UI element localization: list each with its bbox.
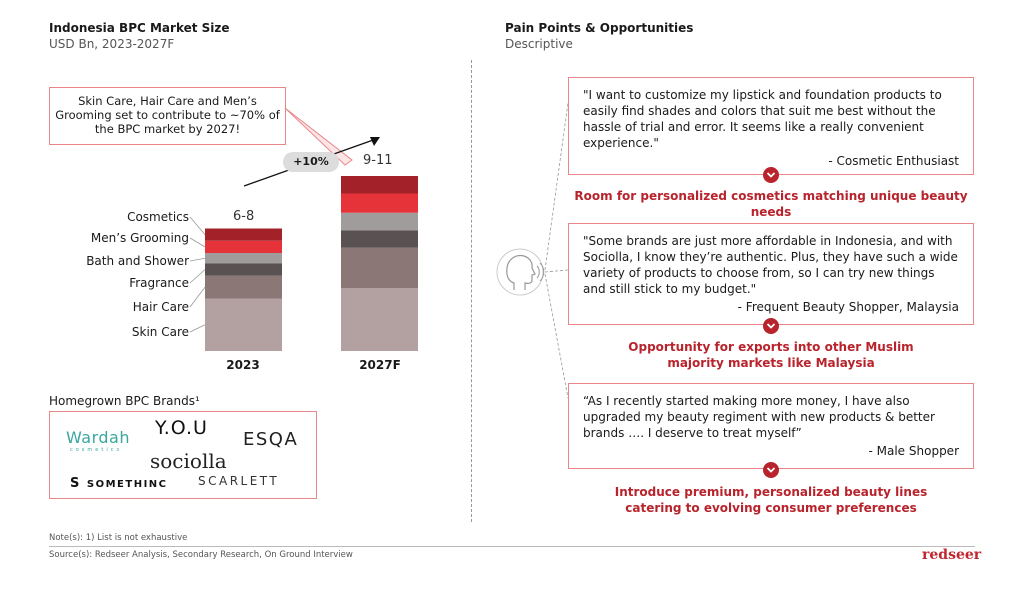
legend-cosmetics: Cosmetics	[127, 210, 189, 224]
bar-2027F-skin-care	[341, 288, 418, 351]
source-note: Source(s): Redseer Analysis, Secondary R…	[49, 550, 353, 560]
callout-pointer	[284, 107, 353, 166]
leader-line-bath-and-shower	[189, 257, 206, 262]
bar-2023-fragrance	[205, 263, 282, 276]
quote-author-3: - Male Shopper	[868, 444, 960, 458]
speaking-person-icon	[496, 248, 545, 296]
chevron-down-icon	[763, 167, 779, 183]
brand-scarlett: SCARLETT	[198, 474, 280, 488]
legend-mens-grooming: Men’s Grooming	[90, 231, 189, 245]
bar-chart	[189, 107, 418, 351]
bar-2027F-men-s-grooming	[341, 193, 418, 213]
legend-fragrance: Fragrance	[129, 276, 189, 290]
connector-line-2	[544, 269, 569, 273]
brand-you: Y.O.U	[155, 417, 208, 439]
bar-2027F-hair-care	[341, 247, 418, 288]
section-subtitle: Descriptive	[505, 37, 573, 51]
bar-2027F-cosmetics	[341, 176, 418, 194]
somethinc-s-icon: S	[70, 476, 87, 491]
connector-line-1	[544, 102, 569, 271]
legend-hair-care: Hair Care	[132, 300, 189, 314]
brand-somethinc-label: SOMETHINC	[86, 479, 168, 490]
chart-title: Indonesia BPC Market Size	[49, 21, 230, 35]
bar-2023-bath-and-shower	[205, 253, 282, 264]
section-title: Pain Points & Opportunities	[505, 21, 694, 35]
growth-arrowhead	[370, 137, 380, 146]
bar-2027F-fragrance	[341, 230, 418, 248]
bar-2023-cosmetics	[205, 228, 282, 241]
opportunity-1: Room for personalized cosmetics matching…	[574, 189, 968, 219]
chart-subtitle: USD Bn, 2023-2027F	[49, 37, 175, 51]
quote-author-2: - Frequent Beauty Shopper, Malaysia	[737, 300, 959, 314]
leader-line-hair-care	[189, 286, 206, 308]
opportunity-2: Opportunity for exports into other Musli…	[628, 340, 914, 370]
quote-box-2: "Some brands are just more affordable in…	[568, 223, 974, 325]
legend-bath-and-shower: Bath and Shower	[86, 254, 189, 268]
chevron-down-icon	[763, 462, 779, 478]
quote-author-1: - Cosmetic Enthusiast	[828, 154, 959, 168]
bar-total-2027: 9-11	[363, 153, 393, 168]
bar-2023-hair-care	[205, 275, 282, 299]
brands-title: Homegrown BPC Brands¹	[49, 394, 200, 408]
quote-text-3: “As I recently started making more money…	[583, 394, 935, 440]
brand-sociolla: sociolla	[150, 449, 227, 473]
redseer-logo: redseer	[922, 547, 982, 563]
quote-text-2: "Some brands are just more affordable in…	[583, 234, 958, 296]
leader-line-men-s-grooming	[189, 237, 206, 248]
leader-line-fragrance	[189, 269, 206, 284]
bar-2027F-bath-and-shower	[341, 212, 418, 231]
bar-total-2023: 6-8	[233, 209, 255, 224]
brand-somethinc: S SOMETHINC	[70, 476, 168, 491]
legend-skin-care: Skin Care	[131, 325, 189, 339]
bar-2023-men-s-grooming	[205, 240, 282, 253]
chevron-down-icon	[763, 318, 779, 334]
brands-box	[49, 411, 317, 499]
leader-line-skin-care	[189, 324, 206, 333]
cagr-badge: +10%	[283, 152, 339, 172]
leader-line-cosmetics	[189, 216, 206, 235]
quote-box-1: "I want to customize my lipstick and fou…	[568, 77, 974, 175]
brand-wardah: Wardah	[66, 428, 130, 447]
quote-box-3: “As I recently started making more money…	[568, 383, 974, 469]
x-tick-2023: 2023	[226, 358, 260, 372]
callout-box: Skin Care, Hair Care and Men’s Grooming …	[49, 87, 286, 145]
footnote: Note(s): 1) List is not exhaustive	[49, 533, 188, 543]
brand-esqa: ESQA	[243, 429, 299, 450]
vertical-divider	[471, 60, 472, 522]
bar-2023-skin-care	[205, 298, 282, 351]
quote-text-1: "I want to customize my lipstick and fou…	[583, 88, 942, 150]
footer-divider	[49, 546, 975, 547]
x-tick-2027: 2027F	[359, 358, 401, 372]
brand-wardah-sub: cosmetics	[70, 447, 123, 453]
opportunity-3: Introduce premium, personalized beauty l…	[614, 485, 928, 515]
connector-line-3	[544, 273, 569, 399]
